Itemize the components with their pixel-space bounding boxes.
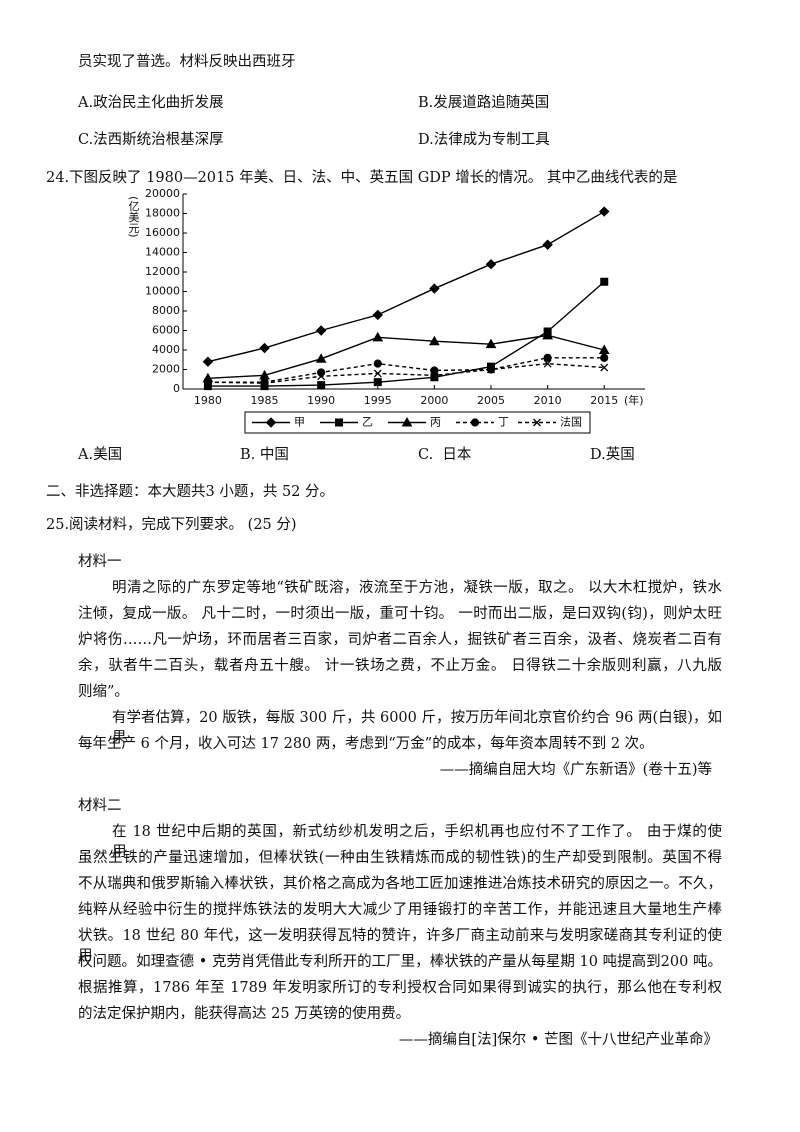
x-unit: (年) (624, 393, 644, 407)
series-line (207, 210, 605, 363)
option: B. 中国 (240, 447, 289, 463)
x-tick-label: 1980 (194, 394, 222, 407)
x-tick-label: 1990 (307, 394, 335, 407)
legend-marker (533, 418, 541, 427)
material-label: 材料一 (78, 554, 122, 570)
point (429, 283, 440, 294)
legend-label: 法国 (560, 415, 582, 429)
option: B.发展道路追随英国 (418, 95, 550, 111)
text-line: 余，驮者牛二百头，载者舟五十艘。 计一铁场之费，不止万金。 日得铁二十余版则利赢… (78, 658, 722, 674)
y-tick-label: 18000 (145, 207, 180, 220)
option: A.美国 (78, 447, 123, 463)
point (315, 353, 327, 363)
point (485, 258, 497, 270)
point (373, 378, 382, 387)
point (598, 344, 610, 354)
text-line: 状铁。18 世纪 80 年代，这一发明获得瓦特的赞许，许多厂商主动前来与发明家磋… (78, 928, 722, 964)
text-line: 明清之际的广东罗定等地“铁矿既溶，液流至于方池，凝铁一版，取之。 以大木杠搅炉，… (112, 580, 722, 596)
point (373, 369, 382, 378)
legend-marker (401, 416, 413, 427)
legend-marker (335, 418, 343, 427)
option: C. 日本 (418, 447, 472, 463)
point (599, 206, 610, 217)
point (317, 381, 326, 390)
text-line: 权问题。如理查德 • 克劳肖凭借此专利所开的工厂里，棒状铁的产量从每星期 10 … (78, 954, 722, 970)
y-tick-label: 2000 (152, 363, 180, 376)
point (485, 338, 497, 349)
intro-line: 员实现了普选。材料反映出西班牙 (78, 54, 296, 70)
point (542, 329, 553, 340)
point (487, 365, 495, 374)
point (203, 378, 212, 387)
series-line (207, 362, 605, 384)
text-line: 的法定保护期内，能获得高达 25 万英镑的使用费。 (78, 1006, 411, 1022)
legend-marker (470, 418, 480, 427)
y-tick-label: 8000 (152, 304, 180, 317)
point (372, 331, 384, 342)
text-line: 有学者估算，20 版铁，每版 300 斤，共 6000 斤，按万历年间北京官价约… (112, 710, 722, 746)
point (430, 371, 439, 380)
y-axis-label: (亿美元) (127, 196, 140, 238)
text-line: 纯粹从经验中衍生的搅拌炼铁法的发明大大减少了用锤锻打的辛苦工作，并能迅速且大量地… (78, 902, 722, 918)
text-line: 根据推算，1786 年至 1789 年发明家所订的专利授权合同如果得到诚实的执行… (78, 980, 722, 996)
option: A.政治民主化曲折发展 (78, 95, 224, 111)
series-line (207, 334, 605, 379)
point (373, 359, 382, 368)
point (317, 368, 326, 377)
question-stem: 24.下图反映了 1980—2015 年美、日、法、中、英五国 GDP 增长的情… (46, 170, 678, 186)
x-tick-label: 2005 (477, 394, 505, 407)
point (317, 372, 326, 381)
source: ——摘编自屈大均《广东新语》(卷十五)等 (439, 762, 712, 778)
option: D.英国 (590, 447, 635, 463)
series-line (207, 357, 605, 383)
section-heading: 二、非选择题：本大题共3 小题，共 52 分。 (46, 484, 335, 500)
legend-label: 丙 (430, 416, 441, 429)
point (600, 277, 609, 286)
point (600, 353, 609, 362)
point (260, 379, 269, 388)
point (259, 342, 270, 354)
text-line: 注倾，复成一版。 凡十二时，一时须出一版，重可十钧。 一时而出二版，是曰双钩(钧… (78, 606, 722, 622)
x-tick-label: 1995 (364, 394, 392, 407)
y-tick-label: 16000 (145, 226, 180, 239)
text-line: 不从瑞典和俄罗斯输入棒状铁，其价格之高成为各地工匠加速推进冶炼技术研究的原因之一… (78, 876, 722, 892)
point (315, 325, 327, 336)
y-tick-label: 20000 (145, 187, 180, 200)
text-line: 炉将伤……凡一炉场，环而居者三百家，司炉者二百余人，掘铁矿者三百余，汲者、烧炭者… (78, 632, 722, 648)
point (542, 239, 553, 250)
y-tick-label: 12000 (145, 265, 180, 278)
chart: 0 2000 4000 6000 8000 10000 12000 14000 16000 180… (127, 187, 645, 434)
legend-marker (265, 417, 277, 428)
source: ——摘编自[法]保尔 • 芒图《十八世纪产业革命》 (398, 1032, 718, 1048)
text-line: 虽然生铁的产量迅速增加，但棒状铁(一种由生铁精炼而成的韧性铁)的生产却受到限制。… (78, 850, 722, 866)
material-label: 材料二 (78, 798, 122, 814)
y-tick-label: 14000 (145, 246, 180, 259)
x-tick-label: 2015 (590, 394, 618, 407)
y-tick-label: 0 (173, 382, 180, 395)
point (543, 359, 552, 368)
x-tick-label: 2000 (420, 394, 448, 407)
point (372, 309, 383, 321)
y-tick-label: 4000 (152, 343, 180, 356)
legend-box (244, 411, 591, 434)
option: C.法西斯统治根基深厚 (78, 132, 224, 148)
y-tick-label: 10000 (145, 285, 180, 298)
y-tick-label: 6000 (152, 324, 180, 337)
x-tick-label: 2010 (534, 394, 562, 407)
legend-label: 乙 (362, 416, 373, 429)
text-line: 则缩”。 (78, 684, 129, 700)
question-stem: 25.阅读材料，完成下列要求。 (25 分) (46, 517, 297, 533)
text-line: 在 18 世纪中后期的英国，新式纺纱机发明之后，手织机再也应付不了工作了。 由于… (112, 824, 722, 860)
point (429, 335, 440, 346)
legend-label: 甲 (294, 416, 305, 429)
legend-label: 丁 (498, 416, 509, 429)
x-tick-label: 1985 (251, 394, 279, 407)
point (202, 356, 214, 367)
text-line: 每年生产 6 个月，收入可达 17 280 两，考虑到“万金”的成本，每年资本周… (78, 736, 654, 752)
point (600, 363, 609, 372)
option: D.法律成为专制工具 (418, 132, 550, 148)
